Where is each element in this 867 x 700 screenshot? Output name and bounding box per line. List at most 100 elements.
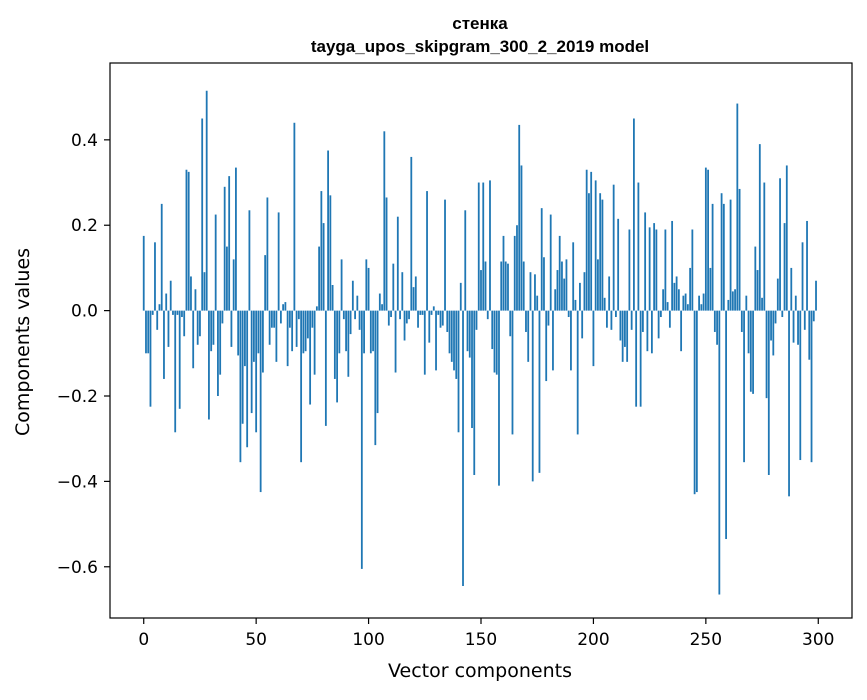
bar bbox=[801, 242, 804, 311]
bar bbox=[318, 246, 321, 311]
bar bbox=[545, 310, 548, 382]
bar bbox=[345, 310, 347, 352]
bar bbox=[178, 310, 181, 409]
bar bbox=[363, 310, 365, 354]
bar bbox=[628, 229, 631, 311]
bar bbox=[279, 310, 282, 324]
bar bbox=[500, 261, 503, 311]
bar bbox=[354, 310, 356, 320]
bar bbox=[183, 310, 186, 337]
bar bbox=[349, 310, 352, 335]
bar bbox=[516, 225, 518, 311]
bar bbox=[752, 310, 754, 394]
bar bbox=[644, 212, 647, 311]
bar bbox=[293, 122, 296, 311]
bar bbox=[579, 282, 581, 311]
bar bbox=[612, 184, 615, 311]
bar bbox=[322, 223, 325, 311]
bar bbox=[403, 310, 406, 341]
bar bbox=[190, 276, 192, 311]
bar bbox=[194, 289, 197, 311]
bar bbox=[253, 310, 255, 362]
x-tick-label: 150 bbox=[465, 630, 497, 650]
x-tick-label: 200 bbox=[577, 630, 609, 650]
bar bbox=[549, 214, 552, 311]
bar bbox=[650, 310, 653, 354]
bar bbox=[794, 295, 797, 311]
bar bbox=[633, 118, 635, 311]
bar bbox=[473, 310, 476, 475]
bar bbox=[707, 169, 709, 311]
bar bbox=[480, 270, 482, 311]
bar bbox=[455, 310, 458, 379]
bar bbox=[554, 289, 557, 311]
bar bbox=[511, 310, 514, 435]
bar bbox=[214, 214, 217, 311]
bar bbox=[590, 171, 593, 311]
bar bbox=[570, 310, 572, 371]
bar bbox=[313, 310, 316, 375]
bar bbox=[583, 272, 586, 311]
bar bbox=[522, 261, 525, 311]
bar bbox=[641, 310, 644, 332]
bar bbox=[374, 310, 377, 446]
bar bbox=[336, 310, 338, 403]
bar bbox=[367, 267, 370, 311]
bar bbox=[565, 259, 568, 311]
bar bbox=[561, 261, 563, 311]
bar bbox=[232, 259, 235, 311]
bar bbox=[774, 310, 777, 324]
bar bbox=[324, 310, 327, 426]
bar bbox=[585, 169, 588, 311]
bar bbox=[495, 310, 498, 375]
bar bbox=[396, 216, 399, 311]
bar bbox=[749, 310, 752, 392]
bar bbox=[387, 310, 390, 326]
bar bbox=[286, 310, 289, 367]
bar bbox=[210, 310, 213, 352]
bar bbox=[156, 310, 159, 330]
bars-group bbox=[142, 90, 817, 595]
bar bbox=[617, 218, 620, 311]
bar bbox=[637, 182, 640, 311]
bar bbox=[239, 310, 242, 463]
y-axis-ticks: −0.6 −0.4 −0.2 0.0 0.2 0.4 bbox=[57, 131, 110, 578]
bar bbox=[684, 293, 687, 311]
bar bbox=[529, 272, 532, 311]
bar bbox=[572, 242, 575, 311]
bar bbox=[525, 310, 527, 332]
bar bbox=[597, 259, 599, 311]
bar bbox=[601, 199, 604, 311]
bar bbox=[603, 297, 606, 311]
bar bbox=[151, 310, 154, 315]
bar bbox=[441, 310, 444, 326]
bar bbox=[677, 289, 680, 311]
bar bbox=[693, 310, 696, 495]
bar bbox=[244, 310, 246, 367]
bar bbox=[333, 310, 336, 379]
bar bbox=[657, 310, 660, 339]
bar bbox=[295, 310, 298, 347]
bar bbox=[655, 229, 658, 311]
bar bbox=[154, 242, 156, 311]
bar bbox=[507, 263, 509, 311]
bar bbox=[588, 193, 590, 311]
bar bbox=[489, 180, 491, 311]
bar bbox=[275, 310, 278, 362]
bar bbox=[594, 180, 597, 311]
bar bbox=[471, 310, 473, 429]
bar bbox=[695, 310, 698, 493]
bar bbox=[599, 193, 602, 311]
bar bbox=[410, 156, 413, 311]
y-axis-label: Components values bbox=[12, 248, 34, 436]
bar bbox=[192, 310, 195, 369]
bar bbox=[421, 310, 424, 315]
bar bbox=[268, 310, 271, 345]
bar bbox=[666, 302, 669, 311]
bar bbox=[459, 282, 462, 311]
bar bbox=[430, 310, 433, 315]
bar bbox=[513, 235, 516, 311]
bar bbox=[698, 295, 700, 311]
